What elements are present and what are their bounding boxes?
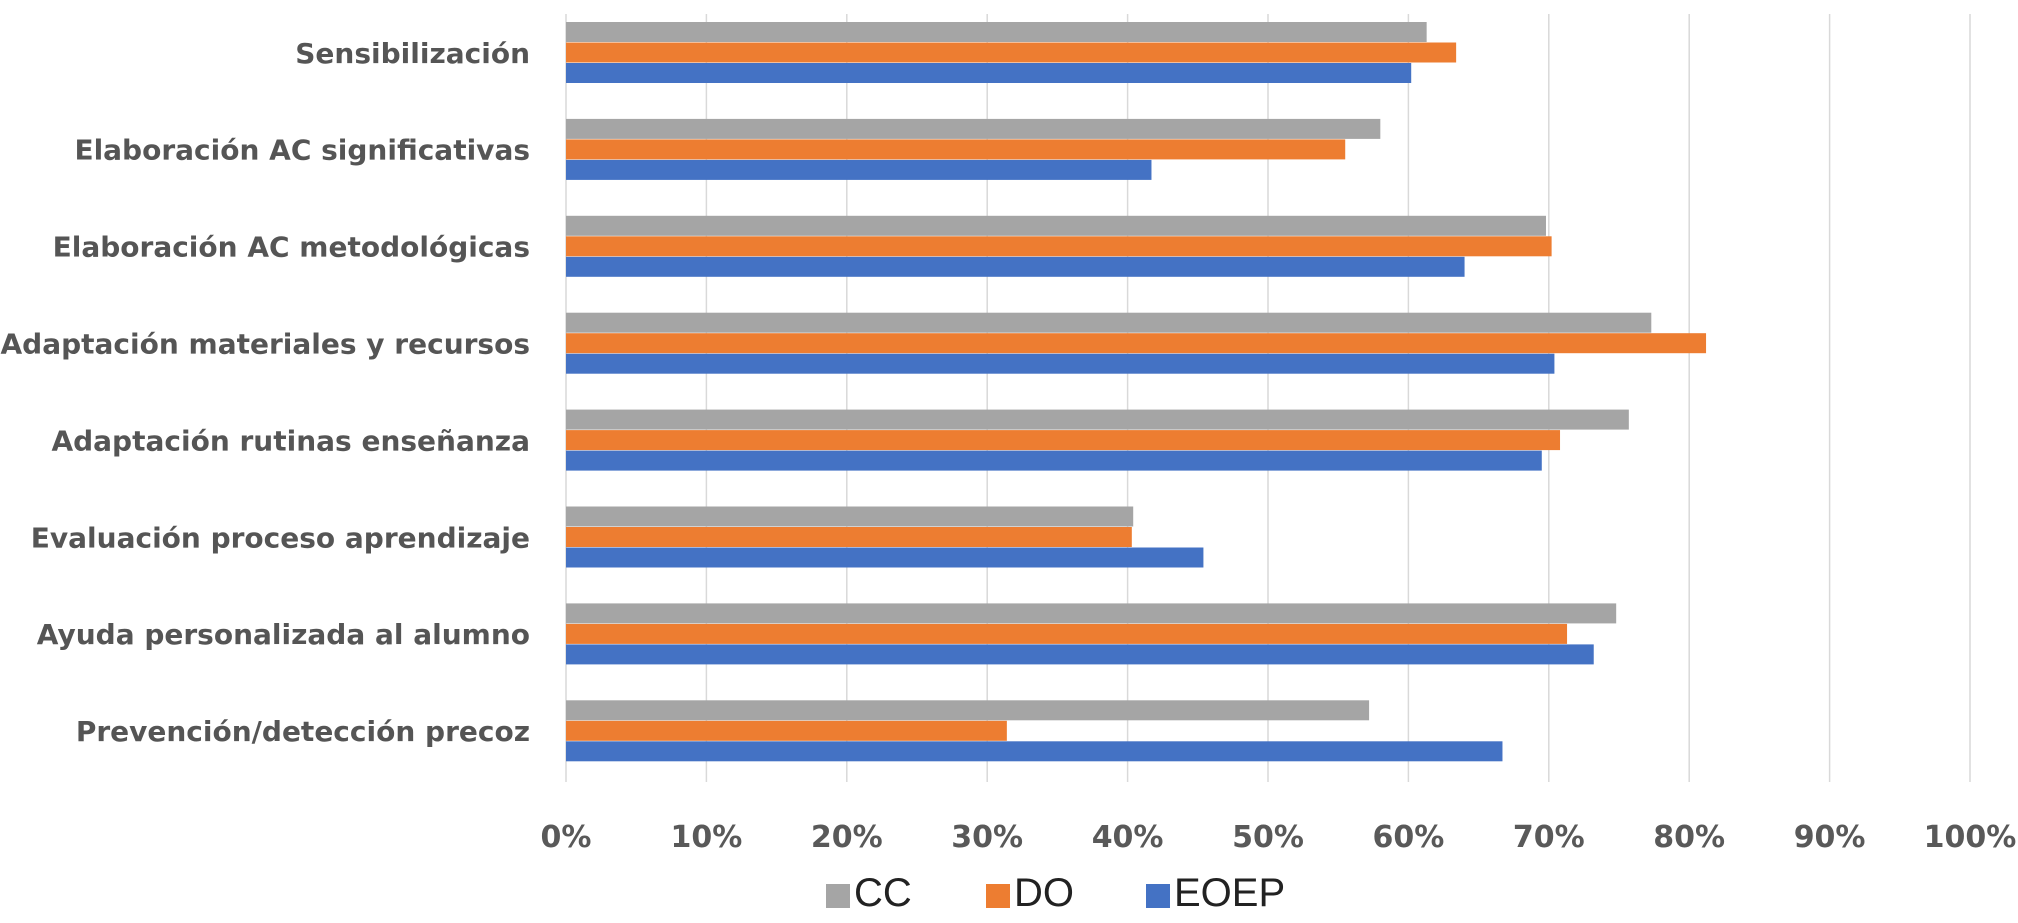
x-tick-label: 80% [1653,820,1725,855]
category-label-adaptacion-rutinas-ensenanza: Adaptación rutinas enseñanza [51,424,530,457]
bar-do-evaluacion-proceso-aprendizaje [566,527,1132,547]
legend-label-cc: CC [854,871,912,915]
bar-cc-prevencion-deteccion-precoz [566,700,1370,721]
bar-do-elaboracion-ac-metodologicas [566,236,1552,257]
legend-swatch-cc [826,884,850,908]
x-tick-label: 50% [1232,820,1304,855]
x-tick-label: 40% [1092,820,1164,855]
bar-eoep-sensibilizacion [566,63,1412,83]
x-tick-label: 100% [1924,820,2017,855]
category-label-elaboracion-ac-significativas: Elaboración AC significativas [74,134,530,167]
bar-cc-adaptacion-rutinas-ensenanza [566,409,1629,430]
bar-cc-ayuda-personalizada-al-alumno [566,603,1617,624]
bar-eoep-elaboracion-ac-metodologicas [566,256,1465,277]
x-tick-labels: 0% 10% 20% 30% 40% 50% 60% 70% 80% 90% 100% [541,820,2017,855]
legend: CC DO EOEP [826,871,1285,915]
x-tick-label: 90% [1794,820,1866,855]
bar-eoep-evaluacion-proceso-aprendizaje [566,547,1204,568]
bar-do-sensibilizacion [566,42,1457,63]
bar-eoep-elaboracion-ac-significativas [566,159,1152,180]
category-label-prevencion-deteccion-precoz: Prevención/detección precoz [76,715,530,748]
bar-cc-elaboracion-ac-metodologicas [566,215,1546,236]
bar-do-prevencion-deteccion-precoz [566,720,1007,741]
legend-swatch-eoep [1146,884,1170,908]
legend-label-do: DO [1014,871,1074,915]
bar-eoep-prevencion-deteccion-precoz [566,741,1503,762]
bar-eoep-ayuda-personalizada-al-alumno [566,644,1594,665]
x-tick-label: 20% [811,820,883,855]
legend-swatch-do [986,884,1010,908]
bar-cc-evaluacion-proceso-aprendizaje [566,506,1134,527]
x-tick-label: 10% [670,820,742,855]
bar-cc-sensibilizacion [566,22,1427,42]
bar-do-adaptacion-materiales-y-recursos [566,333,1707,354]
category-label-evaluacion-proceso-aprendizaje: Evaluación proceso aprendizaje [31,521,530,554]
bar-do-ayuda-personalizada-al-alumno [566,623,1568,644]
category-labels: Sensibilización Elaboración AC significat… [1,37,531,748]
category-label-ayuda-personalizada-al-alumno: Ayuda personalizada al alumno [37,618,530,651]
category-label-elaboracion-ac-metodologicas: Elaboración AC metodológicas [53,231,530,264]
bars [566,22,1707,762]
x-tick-label: 0% [541,820,592,855]
bar-eoep-adaptacion-rutinas-ensenanza [566,450,1542,471]
bar-eoep-adaptacion-materiales-y-recursos [566,353,1555,374]
x-tick-label: 70% [1513,820,1585,855]
bar-do-adaptacion-rutinas-ensenanza [566,430,1561,451]
category-label-sensibilizacion: Sensibilización [295,37,530,70]
bar-cc-adaptacion-materiales-y-recursos [566,312,1652,333]
bar-do-elaboracion-ac-significativas [566,139,1346,160]
legend-label-eoep: EOEP [1174,871,1285,915]
x-tick-label: 60% [1372,820,1444,855]
bar-cc-elaboracion-ac-significativas [566,118,1381,139]
x-tick-label: 30% [951,820,1023,855]
category-label-adaptacion-materiales-y-recursos: Adaptación materiales y recursos [1,327,531,360]
